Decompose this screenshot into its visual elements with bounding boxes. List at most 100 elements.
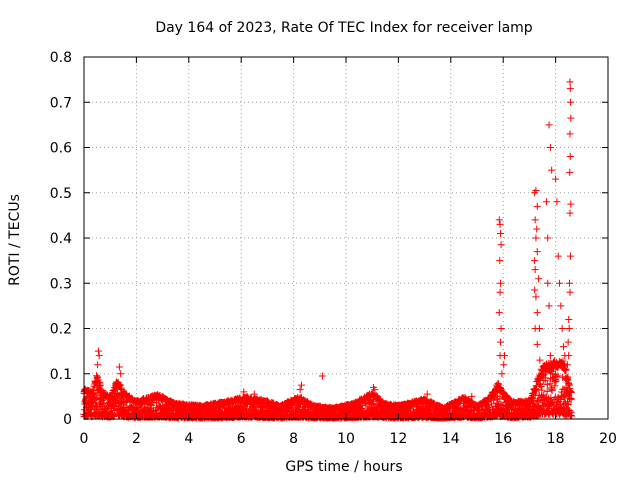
data-point-marker: [533, 340, 541, 348]
data-point-marker: [497, 338, 505, 346]
data-point-marker: [546, 144, 554, 151]
y-tick-label: 0.1: [50, 367, 72, 383]
data-point-marker: [497, 241, 505, 249]
data-point-marker: [96, 381, 104, 389]
data-point-marker: [566, 78, 574, 86]
data-point-marker: [495, 216, 503, 224]
data-point-marker: [533, 202, 541, 210]
grid: [84, 57, 608, 419]
y-tick-labels: 0 0.1 0.2 0.3 0.4 0.5 0.6 0.7 0.8: [50, 50, 72, 428]
x-tick-labels: 0 2 4 6 8 10 12 14 16 18 20: [80, 431, 617, 447]
data-point-marker: [542, 198, 550, 206]
data-point-marker: [116, 381, 124, 389]
y-tick-label: 0.7: [50, 95, 72, 111]
data-point-marker: [533, 225, 541, 233]
y-tick-label: 0.8: [50, 50, 72, 66]
x-tick-label: 16: [494, 431, 512, 447]
chart-title: Day 164 of 2023, Rate Of TEC Index for r…: [155, 20, 532, 36]
data-point-marker: [553, 198, 561, 206]
data-point-marker: [566, 209, 574, 217]
data-point-marker: [565, 279, 573, 287]
x-tick-label: 20: [599, 431, 617, 447]
data-point-marker: [565, 315, 573, 323]
data-point-marker: [115, 380, 123, 388]
data-point-marker: [565, 325, 573, 332]
x-tick-label: 0: [80, 431, 89, 447]
data-point-marker: [567, 114, 575, 122]
data-point-marker: [96, 382, 104, 390]
data-point-marker: [93, 394, 101, 402]
data-point-marker: [94, 388, 102, 396]
data-point-marker: [115, 363, 123, 371]
data-point-marker: [532, 234, 540, 242]
x-tick-label: 2: [132, 431, 141, 447]
x-tick-label: 8: [289, 431, 298, 447]
data-point-marker: [535, 325, 543, 332]
x-tick-label: 12: [389, 431, 407, 447]
y-tick-label: 0.5: [50, 186, 72, 202]
data-point-marker: [531, 257, 539, 265]
data-point-marker: [497, 229, 505, 237]
x-tick-label: 6: [237, 431, 246, 447]
data-point-marker: [566, 85, 574, 93]
x-tick-label: 4: [184, 431, 193, 447]
y-tick-label: 0.2: [50, 322, 72, 338]
data-point-marker: [497, 325, 505, 332]
data-point-marker: [567, 98, 575, 106]
data-point-marker: [533, 248, 541, 256]
data-point-marker: [495, 309, 503, 317]
data-point-marker: [552, 175, 560, 183]
data-point-marker: [556, 279, 564, 287]
data-point-marker: [91, 398, 99, 406]
data-point-marker: [94, 361, 102, 369]
data-point-marker: [566, 130, 574, 138]
x-tick-label: 14: [442, 431, 460, 447]
data-point-marker: [89, 386, 97, 394]
data-point-marker: [567, 200, 575, 208]
y-tick-label: 0: [63, 412, 72, 428]
data-point-marker: [496, 220, 504, 228]
data-point-marker: [536, 356, 544, 364]
data-point-marker: [501, 352, 509, 360]
data-point-marker: [533, 309, 541, 317]
data-point-marker: [531, 216, 539, 224]
data-point-marker: [531, 286, 539, 294]
data-point-marker: [564, 338, 572, 346]
data-point-marker: [95, 378, 103, 386]
data-point-marker: [296, 386, 304, 394]
data-point-marker: [566, 168, 574, 176]
data-point-marker: [117, 384, 125, 392]
data-point-marker: [566, 288, 574, 296]
data-point-marker: [500, 361, 508, 369]
y-tick-label: 0.4: [50, 231, 72, 247]
data-point-marker: [565, 352, 573, 360]
y-tick-label: 0.3: [50, 276, 72, 292]
data-point-marker: [566, 153, 574, 161]
data-point-marker: [118, 385, 126, 393]
data-point-marker: [557, 302, 565, 310]
data-point-marker: [297, 381, 305, 389]
data-point-marker: [546, 352, 554, 360]
data-point-marker: [545, 121, 553, 129]
data-point-marker: [567, 252, 575, 260]
data-point-marker: [496, 288, 504, 296]
data-point-marker: [498, 370, 506, 378]
data-points: [80, 78, 576, 422]
data-point-marker: [545, 302, 553, 310]
data-point-marker: [559, 343, 567, 351]
y-tick-label: 0.6: [50, 141, 72, 157]
data-point-marker: [93, 374, 101, 382]
data-point-marker: [535, 275, 543, 283]
x-tick-label: 18: [547, 431, 565, 447]
data-point-marker: [117, 370, 125, 378]
x-tick-label: 10: [337, 431, 355, 447]
data-point-marker: [95, 352, 103, 360]
data-point-marker: [544, 279, 552, 287]
data-point-marker: [548, 166, 556, 174]
data-point-marker: [563, 374, 571, 382]
data-point-marker: [122, 397, 130, 405]
data-point-marker: [496, 257, 504, 265]
data-point-marker: [531, 266, 539, 274]
